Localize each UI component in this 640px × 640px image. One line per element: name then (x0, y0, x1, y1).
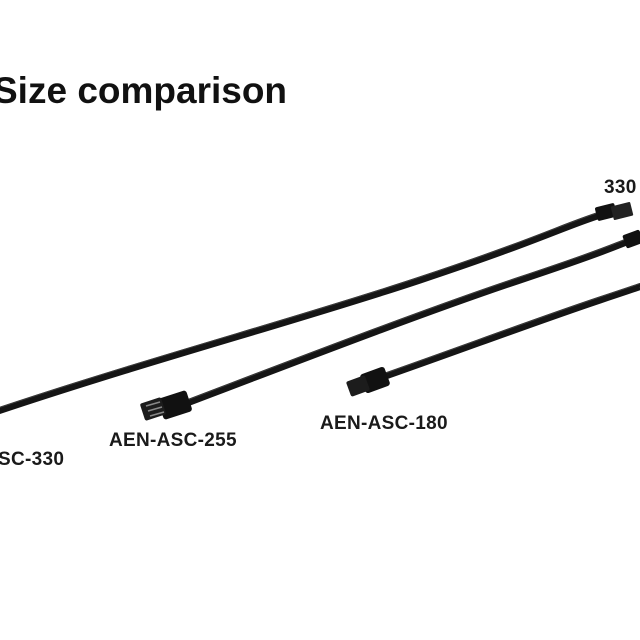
connector (158, 390, 192, 420)
wire (178, 236, 636, 409)
wire-highlight (0, 211, 601, 408)
connector (622, 229, 640, 249)
cable-180 (346, 282, 640, 397)
pin (149, 411, 165, 417)
title: Size comparison (0, 70, 287, 111)
pin (145, 401, 161, 407)
wire-highlight (379, 283, 640, 376)
wire (376, 282, 640, 382)
cable-330 (0, 202, 634, 415)
wire-highlight (181, 236, 633, 403)
connector-head (610, 202, 634, 220)
cable-label: 330 (604, 177, 637, 198)
cable-255 (140, 229, 640, 421)
cable-label: SC-330 (0, 449, 64, 470)
wire (0, 211, 604, 415)
cable-label: AEN-ASC-255 (109, 430, 237, 451)
connector-head (346, 375, 370, 397)
cable-label: AEN-ASC-180 (320, 413, 448, 434)
pin (147, 406, 163, 412)
